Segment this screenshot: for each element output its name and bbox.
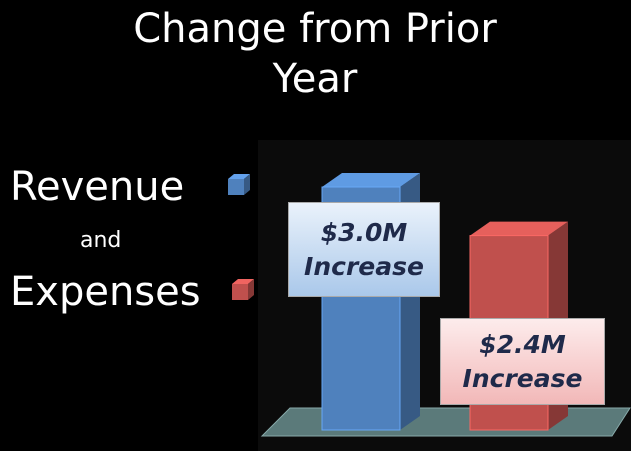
bar-top — [470, 221, 568, 236]
value-label: $3.0M Increase — [288, 202, 440, 297]
bar-top — [322, 173, 420, 187]
legend-cube-top — [232, 279, 254, 284]
value-label: $2.4M Increase — [440, 318, 605, 405]
legend-cube — [228, 179, 244, 195]
legend-cube — [232, 284, 248, 300]
legend-cube-top — [228, 174, 250, 179]
legend-label: Revenue — [10, 164, 185, 210]
chart-title: Change from Prior Year — [133, 6, 497, 102]
legend-cube-side — [244, 174, 250, 195]
legend-label: Expenses — [10, 269, 201, 315]
floor — [260, 407, 631, 437]
legend-connector: and — [80, 228, 122, 253]
legend-cube-side — [248, 279, 254, 300]
